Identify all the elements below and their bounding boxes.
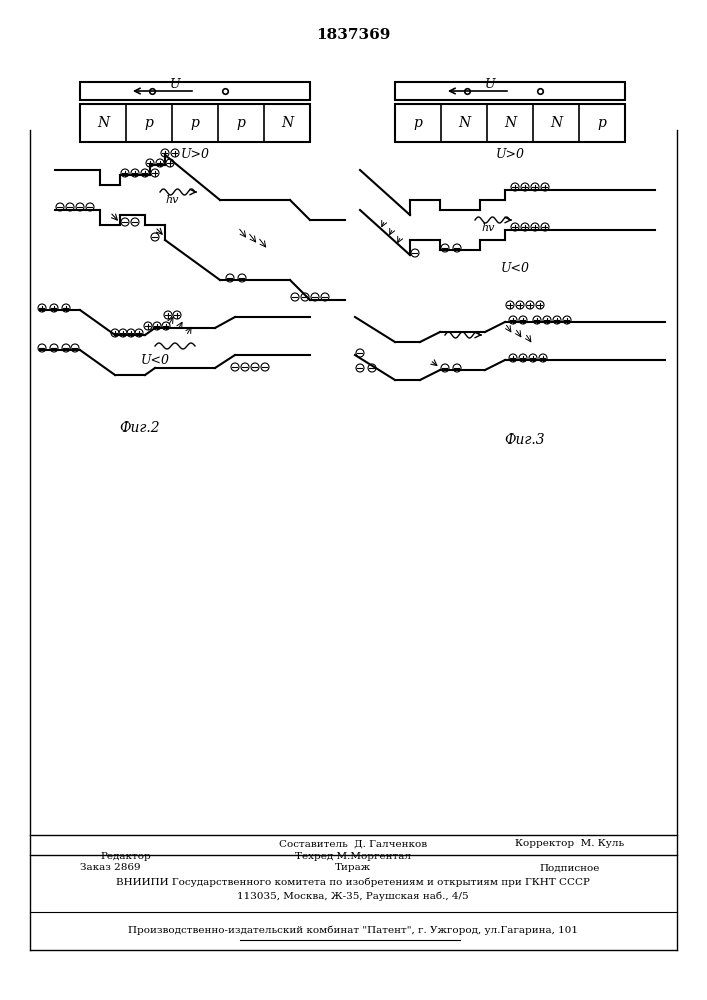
- Text: ВНИИПИ Государственного комитета по изобретениям и открытиям при ГКНТ СССР: ВНИИПИ Государственного комитета по изоб…: [116, 877, 590, 887]
- Text: U<0: U<0: [501, 261, 530, 274]
- Text: Заказ 2869: Заказ 2869: [80, 863, 141, 872]
- Text: Корректор  М. Куль: Корректор М. Куль: [515, 840, 624, 848]
- Text: hv: hv: [481, 223, 495, 233]
- Text: Тираж: Тираж: [335, 863, 371, 872]
- Text: Техред М.Моргентал: Техред М.Моргентал: [295, 852, 411, 861]
- Text: p: p: [144, 116, 153, 130]
- Text: hv: hv: [165, 195, 179, 205]
- Text: N: N: [97, 116, 109, 130]
- Text: U>0: U>0: [496, 147, 525, 160]
- Text: 1837369: 1837369: [316, 28, 390, 42]
- Text: U<0: U<0: [141, 354, 170, 366]
- Text: U>0: U>0: [180, 147, 209, 160]
- Text: N: N: [281, 116, 293, 130]
- Text: Составитель  Д. Галченков: Составитель Д. Галченков: [279, 840, 427, 848]
- Bar: [395, 82, 625, 100]
- Text: p: p: [414, 116, 423, 130]
- Text: p: p: [597, 116, 607, 130]
- Text: Фиг.2: Фиг.2: [119, 421, 160, 435]
- Text: Редактор: Редактор: [100, 852, 151, 861]
- Text: N: N: [550, 116, 562, 130]
- Bar: [80, 82, 310, 100]
- Bar: [80, 104, 310, 142]
- Text: N: N: [458, 116, 470, 130]
- Bar: [395, 104, 625, 142]
- Text: p: p: [237, 116, 245, 130]
- Text: Подписное: Подписное: [540, 863, 600, 872]
- Text: Фиг.3: Фиг.3: [505, 433, 545, 447]
- Text: 113035, Москва, Ж-35, Раушская наб., 4/5: 113035, Москва, Ж-35, Раушская наб., 4/5: [237, 891, 469, 901]
- Text: Производственно-издательский комбинат "Патент", г. Ужгород, ул.Гагарина, 101: Производственно-издательский комбинат "П…: [128, 925, 578, 935]
- Text: U: U: [170, 78, 180, 91]
- Text: U: U: [485, 78, 495, 91]
- Text: N: N: [504, 116, 516, 130]
- Text: p: p: [191, 116, 199, 130]
